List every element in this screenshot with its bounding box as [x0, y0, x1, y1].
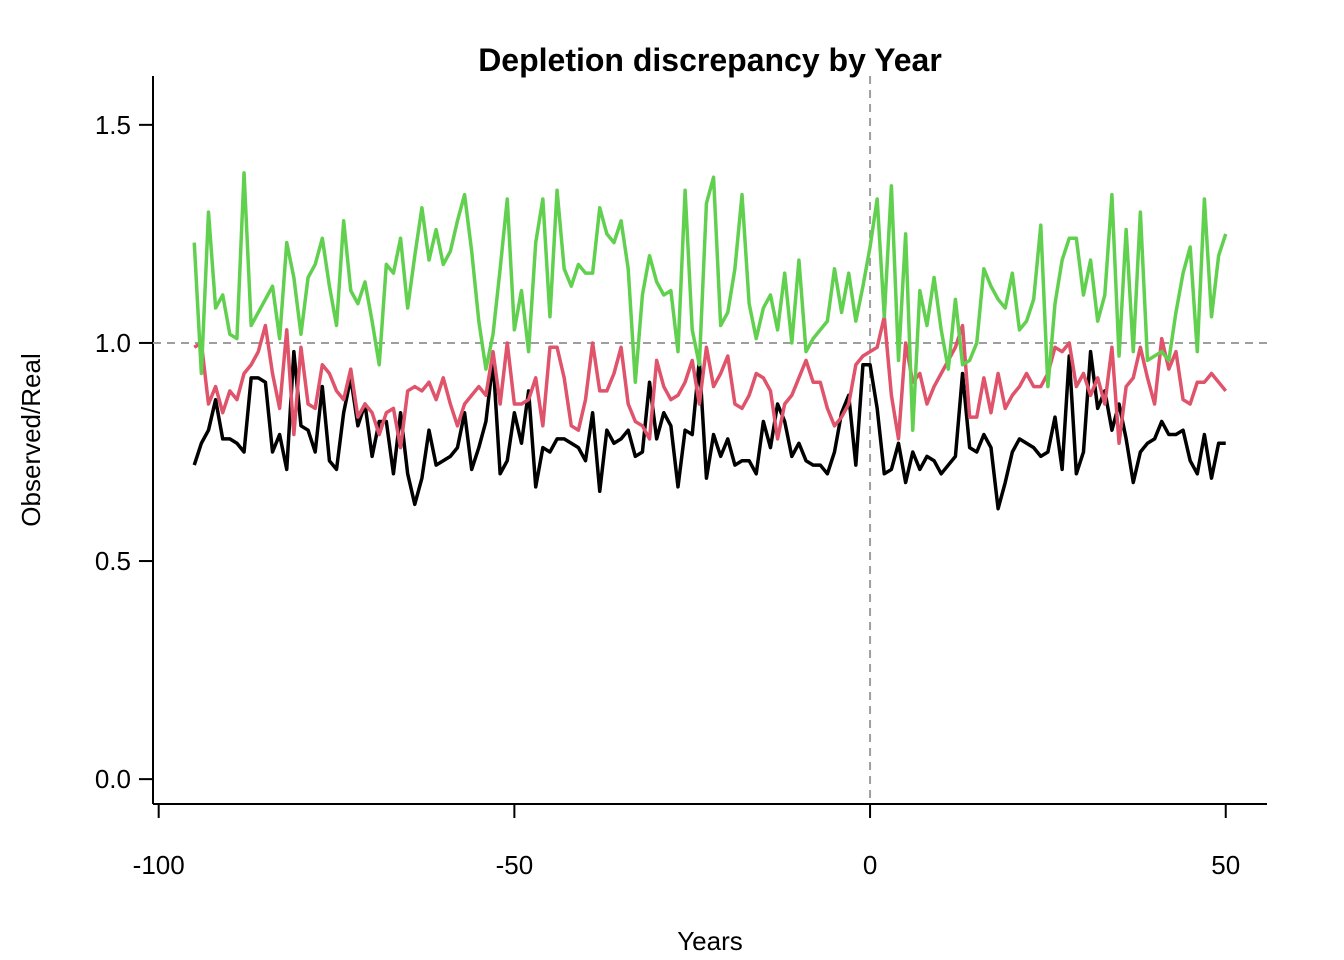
- y-axis-label: Observed/Real: [16, 353, 46, 526]
- x-axis-label: Years: [677, 926, 743, 956]
- x-tick-label: 0: [863, 850, 877, 880]
- y-tick-label: 1.5: [95, 110, 131, 140]
- x-tick-label: -50: [496, 850, 534, 880]
- line-series: [192, 171, 1228, 432]
- y-tick-label: 0.5: [95, 546, 131, 576]
- y-tick-label: 1.0: [95, 328, 131, 358]
- line-series: [192, 349, 1226, 511]
- x-tick-label: -100: [133, 850, 185, 880]
- line-series: [193, 315, 1228, 450]
- y-tick-label: 0.0: [95, 764, 131, 794]
- chart-title: Depletion discrepancy by Year: [478, 42, 942, 78]
- x-tick-label: 50: [1211, 850, 1240, 880]
